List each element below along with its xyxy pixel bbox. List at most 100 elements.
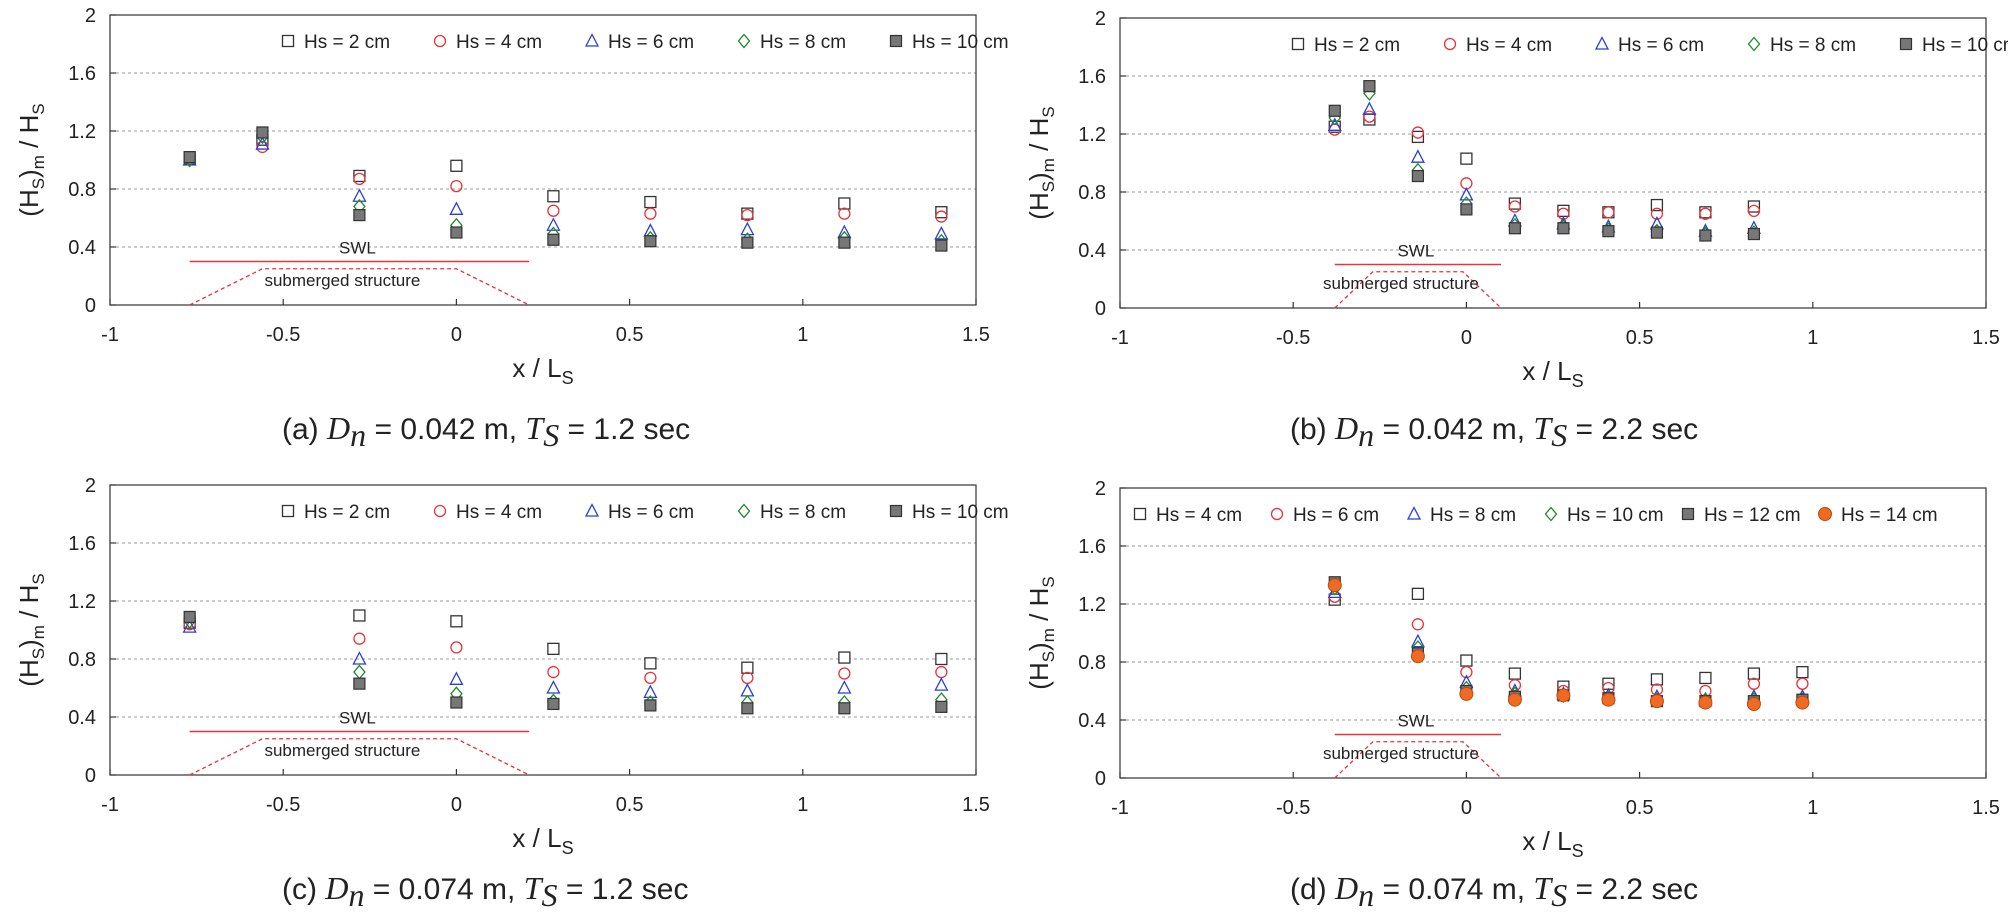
y-tick-label: 1.2 bbox=[68, 591, 96, 613]
data-point bbox=[935, 210, 948, 223]
legend-marker bbox=[1291, 37, 1305, 51]
y-axis-label-part: ) bbox=[14, 639, 44, 648]
data-point bbox=[353, 609, 366, 622]
data-point bbox=[1411, 618, 1425, 631]
panel-c: 00.40.81.21.62-1 -0.5 0 0.5 1 1.5x / LS(HS)m … bbox=[14, 475, 1009, 858]
y-tick-label: 1.2 bbox=[1078, 594, 1106, 616]
x-tick-label: 1.5 bbox=[1972, 797, 2000, 819]
data-point bbox=[1508, 200, 1522, 213]
data-point bbox=[1747, 677, 1761, 690]
series-hs-14-cm bbox=[1327, 578, 1810, 712]
data-point bbox=[935, 700, 948, 713]
data-point bbox=[1795, 695, 1810, 710]
data-point bbox=[1650, 207, 1664, 220]
data-point bbox=[450, 641, 463, 654]
data-point bbox=[1746, 697, 1761, 712]
legend-marker bbox=[737, 503, 751, 519]
swl-label: SWL bbox=[1397, 242, 1434, 261]
data-point bbox=[1327, 117, 1342, 131]
legend-marker bbox=[1681, 507, 1695, 521]
data-point bbox=[838, 702, 851, 715]
data-point bbox=[741, 702, 754, 715]
y-axis-label: (HS)m / HS bbox=[14, 573, 48, 686]
data-point bbox=[1508, 667, 1522, 680]
x-tick-label: 1 bbox=[797, 794, 808, 816]
data-point bbox=[740, 682, 755, 697]
panel-d: 00.40.81.21.62-1 -0.5 0 0.5 1 1.5x / LS(HS)m … bbox=[1024, 478, 2000, 861]
y-axis-label-part: ) bbox=[14, 169, 44, 178]
legend-marker bbox=[737, 33, 751, 49]
data-point bbox=[1557, 204, 1570, 218]
series-hs-4-cm bbox=[183, 618, 948, 684]
x-tick-label: -0.5 bbox=[1276, 797, 1310, 819]
x-axis-label: x / LS bbox=[512, 353, 573, 388]
series-hs-4-cm bbox=[1328, 110, 1761, 220]
x-tick-label: 1 bbox=[1807, 797, 1818, 819]
legend-label: Hs = 6 cm bbox=[608, 32, 694, 53]
x-tick-label: -1 bbox=[1111, 797, 1129, 819]
data-point bbox=[644, 195, 657, 209]
y-axis-label-part: / H bbox=[1024, 588, 1054, 628]
y-axis-label-part: ) bbox=[1024, 642, 1054, 651]
data-point bbox=[1410, 649, 1425, 664]
legend-label: Hs = 2 cm bbox=[304, 502, 390, 523]
y-axis-label-part: / H bbox=[14, 115, 44, 155]
x-tick-label: 1.5 bbox=[962, 324, 990, 346]
y-tick-label: 0 bbox=[1095, 298, 1106, 320]
legend-label: Hs = 8 cm bbox=[760, 502, 846, 523]
data-point bbox=[1507, 692, 1522, 707]
legend-marker bbox=[281, 34, 295, 48]
y-tick-label: 1.6 bbox=[68, 533, 96, 555]
x-tick-label: 1.5 bbox=[1972, 327, 2000, 349]
data-point bbox=[1508, 197, 1522, 210]
structure-label: submerged structure bbox=[1323, 274, 1479, 293]
data-point bbox=[935, 665, 948, 679]
y-tick-label: 0.4 bbox=[1078, 710, 1106, 732]
series-hs-2-cm bbox=[183, 133, 948, 220]
y-tick-label: 0.8 bbox=[68, 179, 96, 201]
legend-label: Hs = 10 cm bbox=[1922, 35, 2008, 56]
series-hs-10-cm bbox=[183, 126, 948, 252]
data-point bbox=[1460, 654, 1473, 667]
data-point bbox=[255, 136, 270, 150]
y-axis-label-sub: S bbox=[1039, 651, 1058, 662]
y-tick-label: 2 bbox=[1095, 8, 1106, 30]
y-axis-label-sub: S bbox=[1039, 181, 1058, 192]
data-point bbox=[1460, 152, 1473, 165]
data-point bbox=[1557, 222, 1570, 235]
legend-label: Hs = 2 cm bbox=[304, 32, 390, 53]
legend-label: Hs = 4 cm bbox=[1156, 505, 1242, 526]
legend-marker bbox=[1899, 37, 1913, 51]
legend-label: Hs = 10 cm bbox=[912, 502, 1009, 523]
data-point bbox=[1747, 227, 1761, 241]
x-tick-label: -0.5 bbox=[1276, 327, 1310, 349]
data-point bbox=[1602, 206, 1615, 219]
y-tick-label: 0 bbox=[85, 295, 96, 317]
y-axis-label-sub: S bbox=[29, 573, 48, 584]
y-axis-label-sub: m bbox=[29, 625, 48, 639]
y-axis-label-sub: S bbox=[29, 648, 48, 659]
x-axis-label-sub: S bbox=[1572, 371, 1584, 391]
data-point bbox=[1747, 200, 1761, 213]
legend-label: Hs = 10 cm bbox=[912, 32, 1009, 53]
data-point bbox=[1747, 204, 1761, 218]
data-point bbox=[1460, 203, 1473, 216]
data-point bbox=[183, 151, 196, 164]
caption-b: (b) Dn = 0.042 m, TS = 2.2 sec bbox=[1290, 410, 1699, 453]
legend-marker bbox=[1818, 507, 1832, 521]
x-axis-label-main: x / L bbox=[512, 353, 561, 383]
legend-label: Hs = 6 cm bbox=[1293, 505, 1379, 526]
series-hs-10-cm bbox=[1328, 80, 1761, 242]
data-point bbox=[1410, 149, 1425, 163]
x-tick-label: -0.5 bbox=[266, 324, 300, 346]
data-point bbox=[450, 615, 463, 628]
series-hs-6-cm bbox=[1327, 101, 1761, 237]
y-tick-label: 0.8 bbox=[68, 649, 96, 671]
data-point bbox=[1699, 229, 1712, 242]
data-point bbox=[1410, 633, 1425, 648]
data-point bbox=[1649, 694, 1664, 709]
data-point bbox=[547, 697, 560, 711]
legend-marker bbox=[1270, 507, 1284, 521]
x-tick-label: 0.5 bbox=[616, 794, 644, 816]
legend-label: Hs = 4 cm bbox=[456, 502, 542, 523]
